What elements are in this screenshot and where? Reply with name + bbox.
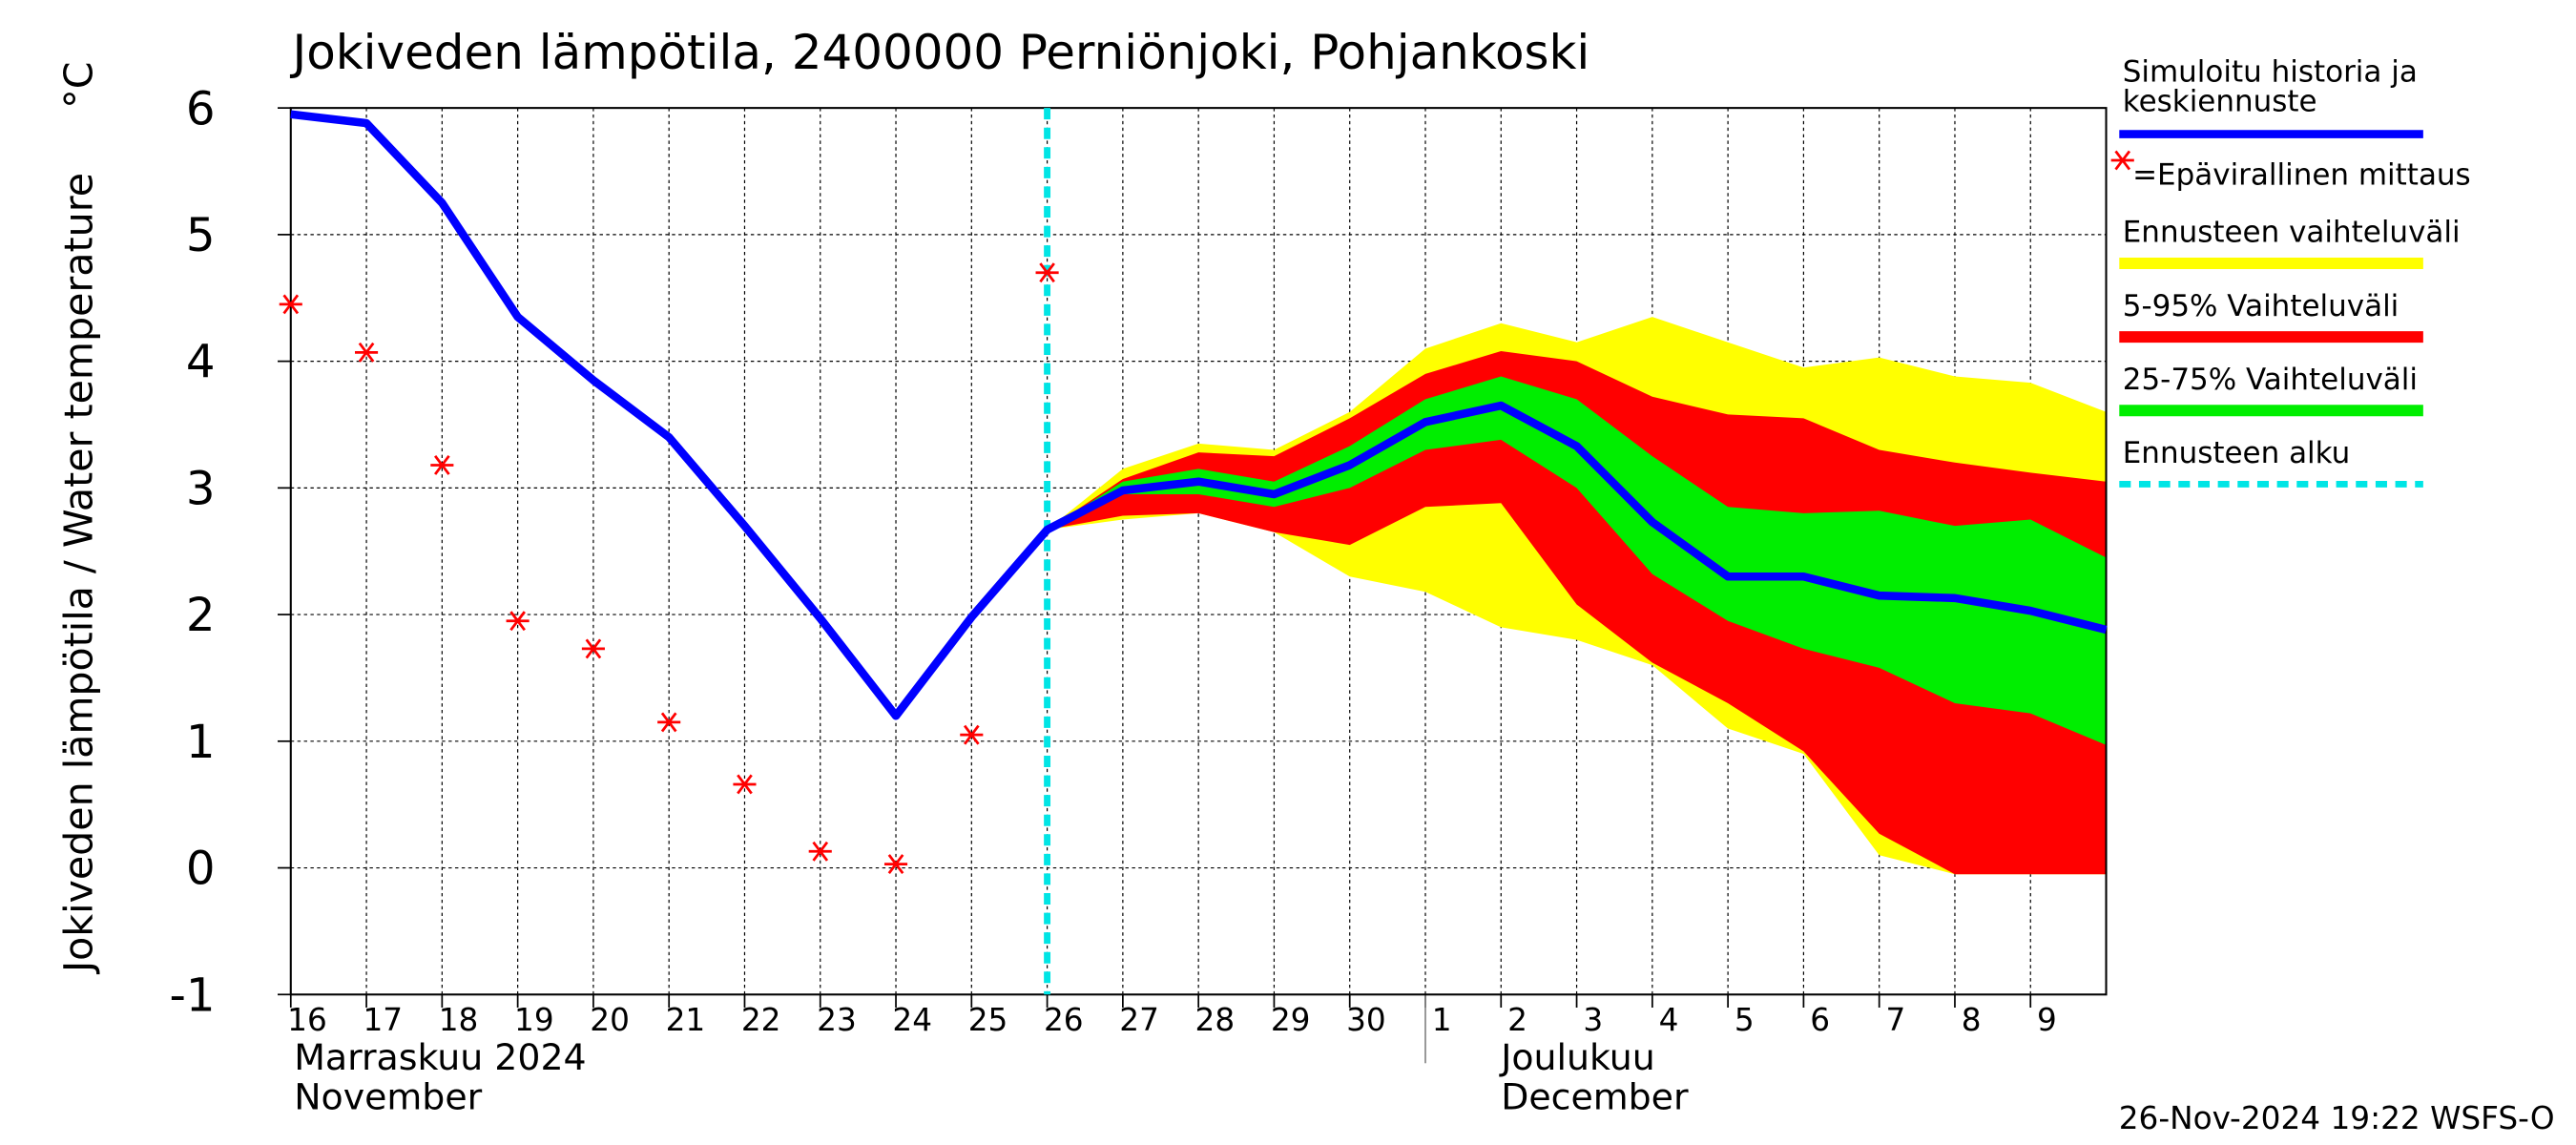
line [290,110,2108,720]
x-tick-label: 23 [817,1002,857,1038]
x-tick-label: 30 [1346,1002,1386,1038]
y-tick-label: 2 [186,589,216,642]
legend-label: =Epävirallinen mittaus [2132,158,2471,193]
legend-label: 5-95% Vaihteluväli [2123,289,2399,323]
measurement [883,854,908,874]
legend-label: Simuloitu historia ja [2123,55,2418,90]
x-tick-label: 21 [666,1002,706,1038]
plot-frame [289,107,2108,996]
x-tick-label: 28 [1195,1002,1236,1038]
legend-label: Ennusteen vaihteluväli [2123,216,2461,250]
month-label: December [1501,1075,1689,1117]
x-tick-label: 29 [1271,1002,1311,1038]
measurement [733,774,757,795]
x-tick-label: 4 [1659,1002,1679,1038]
month-label: Joulukuu [1499,1036,1655,1078]
measurement [581,638,605,659]
measurement [355,342,379,363]
x-tick-label: 18 [439,1002,479,1038]
y-tick-label: 3 [186,463,216,516]
x-tick-label: 5 [1735,1002,1755,1038]
band [1047,376,2107,745]
chart-title: Jokiveden lämpötila, 2400000 Perniönjoki… [289,25,1589,80]
legend-label: Ennusteen alku [2123,436,2351,470]
x-tick-label: 24 [892,1002,932,1038]
footer: 26-Nov-2024 19:22 WSFS-O [2119,1100,2555,1136]
x-tick-label: 3 [1583,1002,1603,1038]
x-tick-label: 8 [1962,1002,1982,1038]
x-tick-label: 2 [1507,1002,1527,1038]
x-tick-label: 25 [968,1002,1008,1038]
month-label: Marraskuu 2024 [294,1036,586,1078]
y-tick-label: 0 [186,843,216,896]
x-tick-label: 19 [514,1002,554,1038]
legend-label: keskiennuste [2123,85,2317,119]
x-tick-label: 20 [590,1002,630,1038]
measurement [657,712,681,733]
legend-swatch [2110,150,2134,171]
y-tick-label: 6 [186,82,216,135]
x-tick-label: 6 [1810,1002,1830,1038]
measurement [1035,262,1059,283]
measurement [430,455,454,475]
measurement [279,294,302,315]
month-label: November [294,1075,482,1117]
y-tick-label: 4 [186,336,216,389]
y-tick-label: 1 [186,716,216,769]
x-tick-label: 17 [363,1002,403,1038]
measurement [960,724,984,745]
measurement [808,841,832,862]
x-tick-label: 26 [1044,1002,1084,1038]
y-axis-unit: °C [55,62,101,109]
y-tick-label: 5 [186,209,216,262]
x-tick-label: 27 [1119,1002,1159,1038]
x-tick-label: 22 [741,1002,781,1038]
legend-label: 25-75% Vaihteluväli [2123,363,2418,397]
x-tick-label: 7 [1885,1002,1905,1038]
y-tick-label: -1 [170,969,216,1023]
x-tick-label: 1 [1432,1002,1452,1038]
x-tick-label: 16 [287,1002,327,1038]
y-axis-label: Jokiveden lämpötila / Water temperature [55,173,101,975]
x-tick-label: 9 [2037,1002,2057,1038]
measurement [506,611,530,632]
